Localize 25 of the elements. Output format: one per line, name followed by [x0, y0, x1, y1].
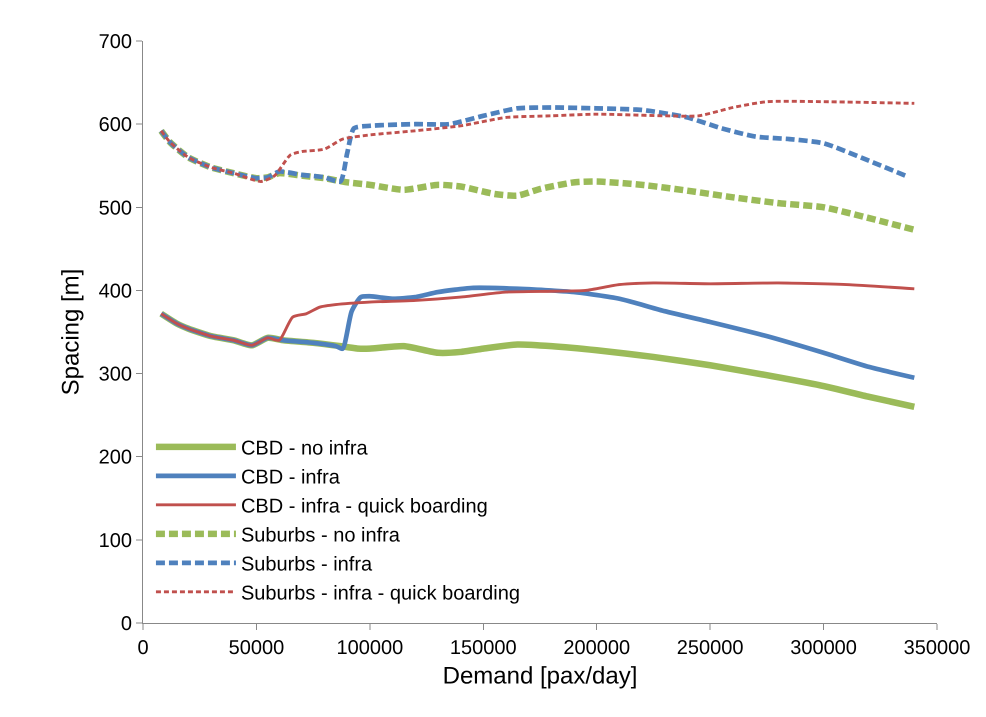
x-tick-label: 200000 [563, 637, 630, 659]
y-tick-label: 100 [98, 530, 132, 552]
x-tick-label: 300000 [790, 637, 857, 659]
y-axis-title: Spacing [m] [58, 268, 85, 396]
y-tick-label: 700 [98, 31, 132, 53]
legend-label: CBD - no infra [240, 438, 369, 460]
legend-label: CBD - infra - quick boarding [240, 496, 488, 518]
y-tick-label: 500 [98, 197, 132, 220]
x-tick-label: 350000 [904, 637, 970, 659]
legend-label: CBD - infra [240, 466, 341, 489]
y-tick-label: 400 [98, 280, 132, 302]
line-series [160, 282, 916, 347]
legend-label: Suburbs - no infra [240, 524, 401, 547]
y-tick-label: 300 [98, 364, 132, 386]
y-tick-label: 600 [98, 114, 132, 136]
y-tick-label: 0 [120, 613, 132, 635]
x-axis-title: Demand [pax/day] [442, 662, 638, 690]
x-tick-label: 250000 [676, 637, 744, 659]
x-tick-label: 100000 [336, 637, 404, 659]
x-tick-label: 0 [137, 637, 149, 659]
y-tick-label: 200 [98, 446, 132, 469]
x-tick-label: 150000 [450, 637, 517, 659]
x-tick-label: 50000 [228, 637, 284, 659]
legend-label: Suburbs - infra - quick boarding [240, 582, 520, 605]
legend-label: Suburbs - infra [240, 554, 373, 576]
